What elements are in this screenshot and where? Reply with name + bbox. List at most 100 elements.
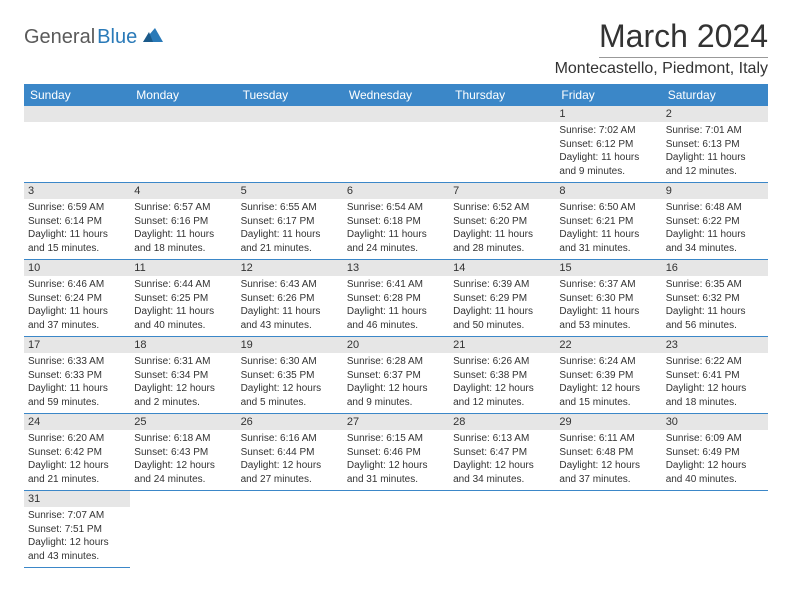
empty-cell	[343, 491, 449, 568]
day-cell: 20Sunrise: 6:28 AMSunset: 6:37 PMDayligh…	[343, 337, 449, 414]
day-number: 5	[237, 183, 343, 199]
calendar-row: 31Sunrise: 7:07 AMSunset: 7:51 PMDayligh…	[24, 491, 768, 568]
day-number: 3	[24, 183, 130, 199]
day-cell: 4Sunrise: 6:57 AMSunset: 6:16 PMDaylight…	[130, 183, 236, 260]
empty-cell	[130, 106, 236, 183]
day-number: 23	[662, 337, 768, 353]
day-cell: 16Sunrise: 6:35 AMSunset: 6:32 PMDayligh…	[662, 260, 768, 337]
day-cell: 28Sunrise: 6:13 AMSunset: 6:47 PMDayligh…	[449, 414, 555, 491]
weekday-header: Monday	[130, 84, 236, 106]
day-number: 28	[449, 414, 555, 430]
weekday-header: Saturday	[662, 84, 768, 106]
empty-cell	[237, 106, 343, 183]
day-info: Sunrise: 6:28 AMSunset: 6:37 PMDaylight:…	[343, 353, 449, 413]
day-cell: 19Sunrise: 6:30 AMSunset: 6:35 PMDayligh…	[237, 337, 343, 414]
day-cell: 24Sunrise: 6:20 AMSunset: 6:42 PMDayligh…	[24, 414, 130, 491]
empty-cell	[237, 491, 343, 568]
empty-cell	[343, 106, 449, 183]
day-number: 4	[130, 183, 236, 199]
day-number: 30	[662, 414, 768, 430]
day-cell: 22Sunrise: 6:24 AMSunset: 6:39 PMDayligh…	[555, 337, 661, 414]
day-number: 24	[24, 414, 130, 430]
empty-cell	[662, 491, 768, 568]
day-cell: 27Sunrise: 6:15 AMSunset: 6:46 PMDayligh…	[343, 414, 449, 491]
day-number: 19	[237, 337, 343, 353]
calendar-table: SundayMondayTuesdayWednesdayThursdayFrid…	[24, 84, 768, 568]
calendar-row: 10Sunrise: 6:46 AMSunset: 6:24 PMDayligh…	[24, 260, 768, 337]
day-number: 18	[130, 337, 236, 353]
day-cell: 31Sunrise: 7:07 AMSunset: 7:51 PMDayligh…	[24, 491, 130, 568]
day-cell: 12Sunrise: 6:43 AMSunset: 6:26 PMDayligh…	[237, 260, 343, 337]
day-cell: 9Sunrise: 6:48 AMSunset: 6:22 PMDaylight…	[662, 183, 768, 260]
day-info: Sunrise: 6:50 AMSunset: 6:21 PMDaylight:…	[555, 199, 661, 259]
day-info: Sunrise: 7:01 AMSunset: 6:13 PMDaylight:…	[662, 122, 768, 182]
empty-cell	[130, 491, 236, 568]
day-info: Sunrise: 6:57 AMSunset: 6:16 PMDaylight:…	[130, 199, 236, 259]
empty-cell	[449, 491, 555, 568]
day-info: Sunrise: 6:48 AMSunset: 6:22 PMDaylight:…	[662, 199, 768, 259]
day-info: Sunrise: 6:52 AMSunset: 6:20 PMDaylight:…	[449, 199, 555, 259]
day-number: 6	[343, 183, 449, 199]
day-cell: 17Sunrise: 6:33 AMSunset: 6:33 PMDayligh…	[24, 337, 130, 414]
logo-text-blue: Blue	[97, 26, 137, 49]
day-number: 27	[343, 414, 449, 430]
sail-icon	[141, 26, 165, 49]
day-cell: 11Sunrise: 6:44 AMSunset: 6:25 PMDayligh…	[130, 260, 236, 337]
day-number: 1	[555, 106, 661, 122]
weekday-header: Friday	[555, 84, 661, 106]
day-info: Sunrise: 6:22 AMSunset: 6:41 PMDaylight:…	[662, 353, 768, 413]
calendar-row: 17Sunrise: 6:33 AMSunset: 6:33 PMDayligh…	[24, 337, 768, 414]
day-info: Sunrise: 6:24 AMSunset: 6:39 PMDaylight:…	[555, 353, 661, 413]
day-cell: 1Sunrise: 7:02 AMSunset: 6:12 PMDaylight…	[555, 106, 661, 183]
day-info: Sunrise: 6:35 AMSunset: 6:32 PMDaylight:…	[662, 276, 768, 336]
logo: GeneralBlue	[24, 26, 165, 49]
weekday-header: Tuesday	[237, 84, 343, 106]
day-info: Sunrise: 6:59 AMSunset: 6:14 PMDaylight:…	[24, 199, 130, 259]
day-info: Sunrise: 6:55 AMSunset: 6:17 PMDaylight:…	[237, 199, 343, 259]
day-number: 7	[449, 183, 555, 199]
day-cell: 14Sunrise: 6:39 AMSunset: 6:29 PMDayligh…	[449, 260, 555, 337]
day-info: Sunrise: 6:39 AMSunset: 6:29 PMDaylight:…	[449, 276, 555, 336]
day-cell: 23Sunrise: 6:22 AMSunset: 6:41 PMDayligh…	[662, 337, 768, 414]
day-info: Sunrise: 6:20 AMSunset: 6:42 PMDaylight:…	[24, 430, 130, 490]
day-info: Sunrise: 6:15 AMSunset: 6:46 PMDaylight:…	[343, 430, 449, 490]
day-number: 10	[24, 260, 130, 276]
day-cell: 3Sunrise: 6:59 AMSunset: 6:14 PMDaylight…	[24, 183, 130, 260]
day-info: Sunrise: 6:33 AMSunset: 6:33 PMDaylight:…	[24, 353, 130, 413]
day-cell: 6Sunrise: 6:54 AMSunset: 6:18 PMDaylight…	[343, 183, 449, 260]
day-cell: 30Sunrise: 6:09 AMSunset: 6:49 PMDayligh…	[662, 414, 768, 491]
day-info: Sunrise: 6:11 AMSunset: 6:48 PMDaylight:…	[555, 430, 661, 490]
day-info: Sunrise: 7:02 AMSunset: 6:12 PMDaylight:…	[555, 122, 661, 182]
day-info: Sunrise: 7:07 AMSunset: 7:51 PMDaylight:…	[24, 507, 130, 567]
day-cell: 29Sunrise: 6:11 AMSunset: 6:48 PMDayligh…	[555, 414, 661, 491]
calendar-row: 3Sunrise: 6:59 AMSunset: 6:14 PMDaylight…	[24, 183, 768, 260]
day-number: 8	[555, 183, 661, 199]
day-info: Sunrise: 6:46 AMSunset: 6:24 PMDaylight:…	[24, 276, 130, 336]
day-number: 11	[130, 260, 236, 276]
day-cell: 7Sunrise: 6:52 AMSunset: 6:20 PMDaylight…	[449, 183, 555, 260]
day-info: Sunrise: 6:41 AMSunset: 6:28 PMDaylight:…	[343, 276, 449, 336]
calendar-row: 24Sunrise: 6:20 AMSunset: 6:42 PMDayligh…	[24, 414, 768, 491]
day-info: Sunrise: 6:09 AMSunset: 6:49 PMDaylight:…	[662, 430, 768, 490]
day-info: Sunrise: 6:54 AMSunset: 6:18 PMDaylight:…	[343, 199, 449, 259]
day-number: 17	[24, 337, 130, 353]
logo-text-dark: General	[24, 26, 95, 49]
title-block: March 2024 Montecastello, Piedmont, Ital…	[555, 18, 768, 78]
day-info: Sunrise: 6:31 AMSunset: 6:34 PMDaylight:…	[130, 353, 236, 413]
location: Montecastello, Piedmont, Italy	[555, 60, 768, 78]
day-number: 21	[449, 337, 555, 353]
calendar-header-row: SundayMondayTuesdayWednesdayThursdayFrid…	[24, 84, 768, 106]
day-cell: 5Sunrise: 6:55 AMSunset: 6:17 PMDaylight…	[237, 183, 343, 260]
day-info: Sunrise: 6:44 AMSunset: 6:25 PMDaylight:…	[130, 276, 236, 336]
day-info: Sunrise: 6:37 AMSunset: 6:30 PMDaylight:…	[555, 276, 661, 336]
empty-cell	[449, 106, 555, 183]
day-cell: 18Sunrise: 6:31 AMSunset: 6:34 PMDayligh…	[130, 337, 236, 414]
empty-cell	[24, 106, 130, 183]
day-cell: 25Sunrise: 6:18 AMSunset: 6:43 PMDayligh…	[130, 414, 236, 491]
day-cell: 15Sunrise: 6:37 AMSunset: 6:30 PMDayligh…	[555, 260, 661, 337]
day-number: 9	[662, 183, 768, 199]
day-number: 26	[237, 414, 343, 430]
day-number: 2	[662, 106, 768, 122]
day-info: Sunrise: 6:43 AMSunset: 6:26 PMDaylight:…	[237, 276, 343, 336]
calendar-row: 1Sunrise: 7:02 AMSunset: 6:12 PMDaylight…	[24, 106, 768, 183]
